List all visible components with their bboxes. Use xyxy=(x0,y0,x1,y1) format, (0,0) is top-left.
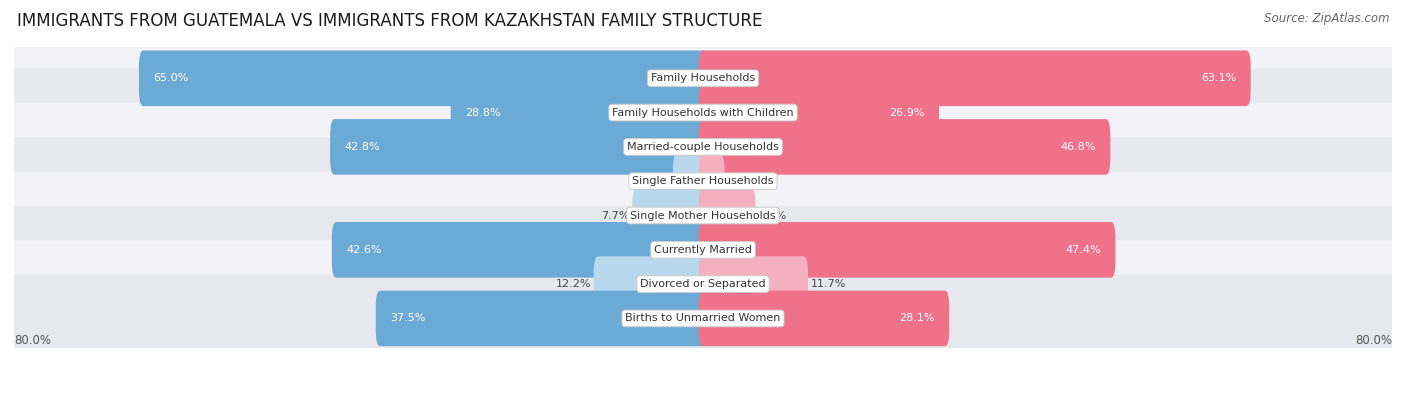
Text: 42.8%: 42.8% xyxy=(344,142,381,152)
FancyBboxPatch shape xyxy=(7,103,1399,191)
FancyBboxPatch shape xyxy=(673,153,707,209)
Text: Single Father Households: Single Father Households xyxy=(633,176,773,186)
FancyBboxPatch shape xyxy=(7,171,1399,260)
FancyBboxPatch shape xyxy=(699,51,1251,106)
FancyBboxPatch shape xyxy=(330,119,707,175)
Text: Currently Married: Currently Married xyxy=(654,245,752,255)
FancyBboxPatch shape xyxy=(451,85,707,140)
Text: 80.0%: 80.0% xyxy=(1355,334,1392,347)
FancyBboxPatch shape xyxy=(699,153,724,209)
Text: 28.8%: 28.8% xyxy=(465,107,501,118)
Text: 42.6%: 42.6% xyxy=(346,245,382,255)
FancyBboxPatch shape xyxy=(699,119,1111,175)
Text: IMMIGRANTS FROM GUATEMALA VS IMMIGRANTS FROM KAZAKHSTAN FAMILY STRUCTURE: IMMIGRANTS FROM GUATEMALA VS IMMIGRANTS … xyxy=(17,12,762,30)
FancyBboxPatch shape xyxy=(699,188,755,243)
Text: 37.5%: 37.5% xyxy=(391,314,426,324)
Text: 3.0%: 3.0% xyxy=(643,176,671,186)
FancyBboxPatch shape xyxy=(699,256,808,312)
FancyBboxPatch shape xyxy=(699,85,939,140)
FancyBboxPatch shape xyxy=(332,222,707,278)
Text: Single Mother Households: Single Mother Households xyxy=(630,211,776,220)
Text: Births to Unmarried Women: Births to Unmarried Women xyxy=(626,314,780,324)
FancyBboxPatch shape xyxy=(7,69,1399,156)
Text: 63.1%: 63.1% xyxy=(1201,73,1236,83)
Text: 47.4%: 47.4% xyxy=(1066,245,1101,255)
FancyBboxPatch shape xyxy=(139,51,707,106)
FancyBboxPatch shape xyxy=(633,188,707,243)
FancyBboxPatch shape xyxy=(7,137,1399,225)
Text: 7.7%: 7.7% xyxy=(602,211,630,220)
Text: 26.9%: 26.9% xyxy=(889,107,924,118)
FancyBboxPatch shape xyxy=(7,206,1399,294)
Text: Source: ZipAtlas.com: Source: ZipAtlas.com xyxy=(1264,12,1389,25)
Text: 46.8%: 46.8% xyxy=(1060,142,1095,152)
FancyBboxPatch shape xyxy=(7,275,1399,362)
Text: Divorced or Separated: Divorced or Separated xyxy=(640,279,766,289)
Text: 11.7%: 11.7% xyxy=(811,279,846,289)
Text: 65.0%: 65.0% xyxy=(153,73,188,83)
Text: 28.1%: 28.1% xyxy=(900,314,935,324)
Text: 2.0%: 2.0% xyxy=(727,176,755,186)
FancyBboxPatch shape xyxy=(7,34,1399,122)
FancyBboxPatch shape xyxy=(7,240,1399,328)
Text: Family Households: Family Households xyxy=(651,73,755,83)
FancyBboxPatch shape xyxy=(699,291,949,346)
Text: 80.0%: 80.0% xyxy=(14,334,51,347)
Text: 5.6%: 5.6% xyxy=(758,211,786,220)
Text: 12.2%: 12.2% xyxy=(555,279,591,289)
FancyBboxPatch shape xyxy=(699,222,1115,278)
Text: Married-couple Households: Married-couple Households xyxy=(627,142,779,152)
FancyBboxPatch shape xyxy=(593,256,707,312)
FancyBboxPatch shape xyxy=(375,291,707,346)
Text: Family Households with Children: Family Households with Children xyxy=(612,107,794,118)
